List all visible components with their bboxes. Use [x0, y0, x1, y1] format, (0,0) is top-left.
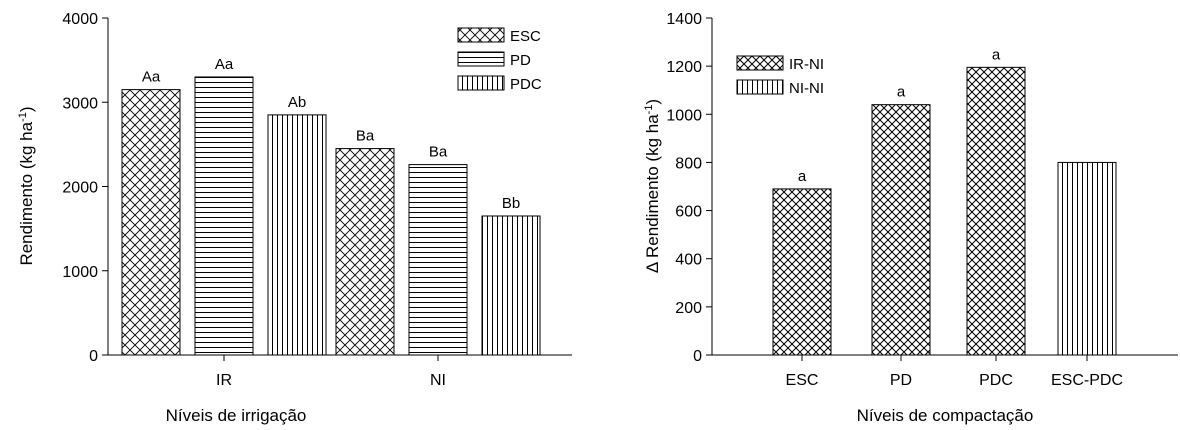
right-bar-label: a: [992, 46, 1001, 63]
left-legend-label-esc: ESC: [510, 28, 541, 45]
right-bar-label: a: [897, 84, 906, 101]
right-x-tick-label: PDC: [979, 372, 1013, 389]
left-axes: 0 1000 2000 3000 4000 IR NI: [62, 11, 572, 389]
left-legend: ESC PD PDC: [457, 27, 542, 93]
right-x-tick-label: ESC-PDC: [1051, 372, 1123, 389]
right-axes: 0 200 400 600 800 1000 1200 1400 ESC PD PDC ESC-PDC: [666, 11, 1178, 389]
right-legend-label-ir-ni: IR-NI: [789, 56, 824, 73]
left-legend-swatch-pd: [457, 51, 505, 67]
left-bar-pdc-ir: [267, 114, 327, 356]
left-y-tick-label: 4000: [62, 11, 98, 28]
left-legend-label-pdc: PDC: [510, 76, 542, 93]
left-y-tick-label: 1000: [62, 264, 98, 281]
left-bars: Aa Aa Ab Ba Ba Bb: [121, 56, 541, 356]
right-legend-swatch-ni-ni: [736, 79, 784, 95]
right-bar-esc: [772, 188, 832, 356]
chart-irrigation: 0 1000 2000 3000 4000 IR NI Aa Aa Ab Ba Ba Bb ESC PD…: [17, 11, 572, 425]
right-y-tick-label: 1200: [666, 59, 702, 76]
left-y-tick-label: 0: [89, 348, 98, 365]
right-legend-label-ni-ni: NI-NI: [789, 80, 824, 97]
right-y-tick-label: 0: [693, 348, 702, 365]
left-y-axis-title: Rendimento (kg ha-1): [17, 106, 36, 265]
chart-compaction: 0 200 400 600 800 1000 1200 1400 ESC PD PDC ESC-PDC…: [643, 11, 1178, 425]
right-x-tick-label: PD: [890, 372, 912, 389]
right-bar-label: a: [798, 168, 807, 185]
left-x-tick-label: NI: [430, 372, 446, 389]
right-y-tick-label: 800: [675, 155, 702, 172]
left-bar-label: Ba: [429, 144, 448, 161]
left-bar-label: Ba: [356, 128, 375, 145]
right-x-axis-title: Níveis de compactação: [857, 406, 1034, 425]
right-y-tick-label: 1400: [666, 11, 702, 28]
right-y-tick-label: 600: [675, 204, 702, 221]
left-legend-label-pd: PD: [510, 52, 531, 69]
right-y-tick-label: 400: [675, 252, 702, 269]
right-x-tick-label: ESC: [786, 372, 819, 389]
left-bar-esc-ni: [335, 148, 395, 356]
right-legend-swatch-ir-ni: [736, 55, 784, 71]
left-bar-esc-ir: [121, 89, 181, 356]
right-bars: a a a: [772, 46, 1117, 356]
right-legend: IR-NI NI-NI: [736, 55, 824, 97]
right-bar-esc-pdc: [1057, 161, 1117, 356]
left-bar-label: Bb: [502, 195, 520, 212]
right-y-axis-title: Δ Rendimento (kg ha-1): [643, 99, 662, 273]
right-bar-pdc: [966, 66, 1026, 356]
left-bar-label: Ab: [288, 94, 306, 111]
right-y-tick-label: 1000: [666, 107, 702, 124]
right-y-tick-label: 200: [675, 300, 702, 317]
left-y-tick-label: 2000: [62, 180, 98, 197]
left-x-axis-title: Níveis de irrigação: [166, 406, 307, 425]
left-y-tick-label: 3000: [62, 95, 98, 112]
left-legend-swatch-esc: [457, 27, 505, 43]
left-x-tick-label: IR: [216, 372, 232, 389]
left-bar-label: Aa: [215, 56, 234, 73]
left-bar-pd-ir: [194, 76, 254, 356]
right-bar-pd: [871, 104, 931, 356]
left-bar-pdc-ni: [481, 215, 541, 356]
left-bar-pd-ni: [408, 164, 468, 356]
left-legend-swatch-pdc: [457, 75, 505, 91]
left-bar-label: Aa: [142, 69, 161, 86]
